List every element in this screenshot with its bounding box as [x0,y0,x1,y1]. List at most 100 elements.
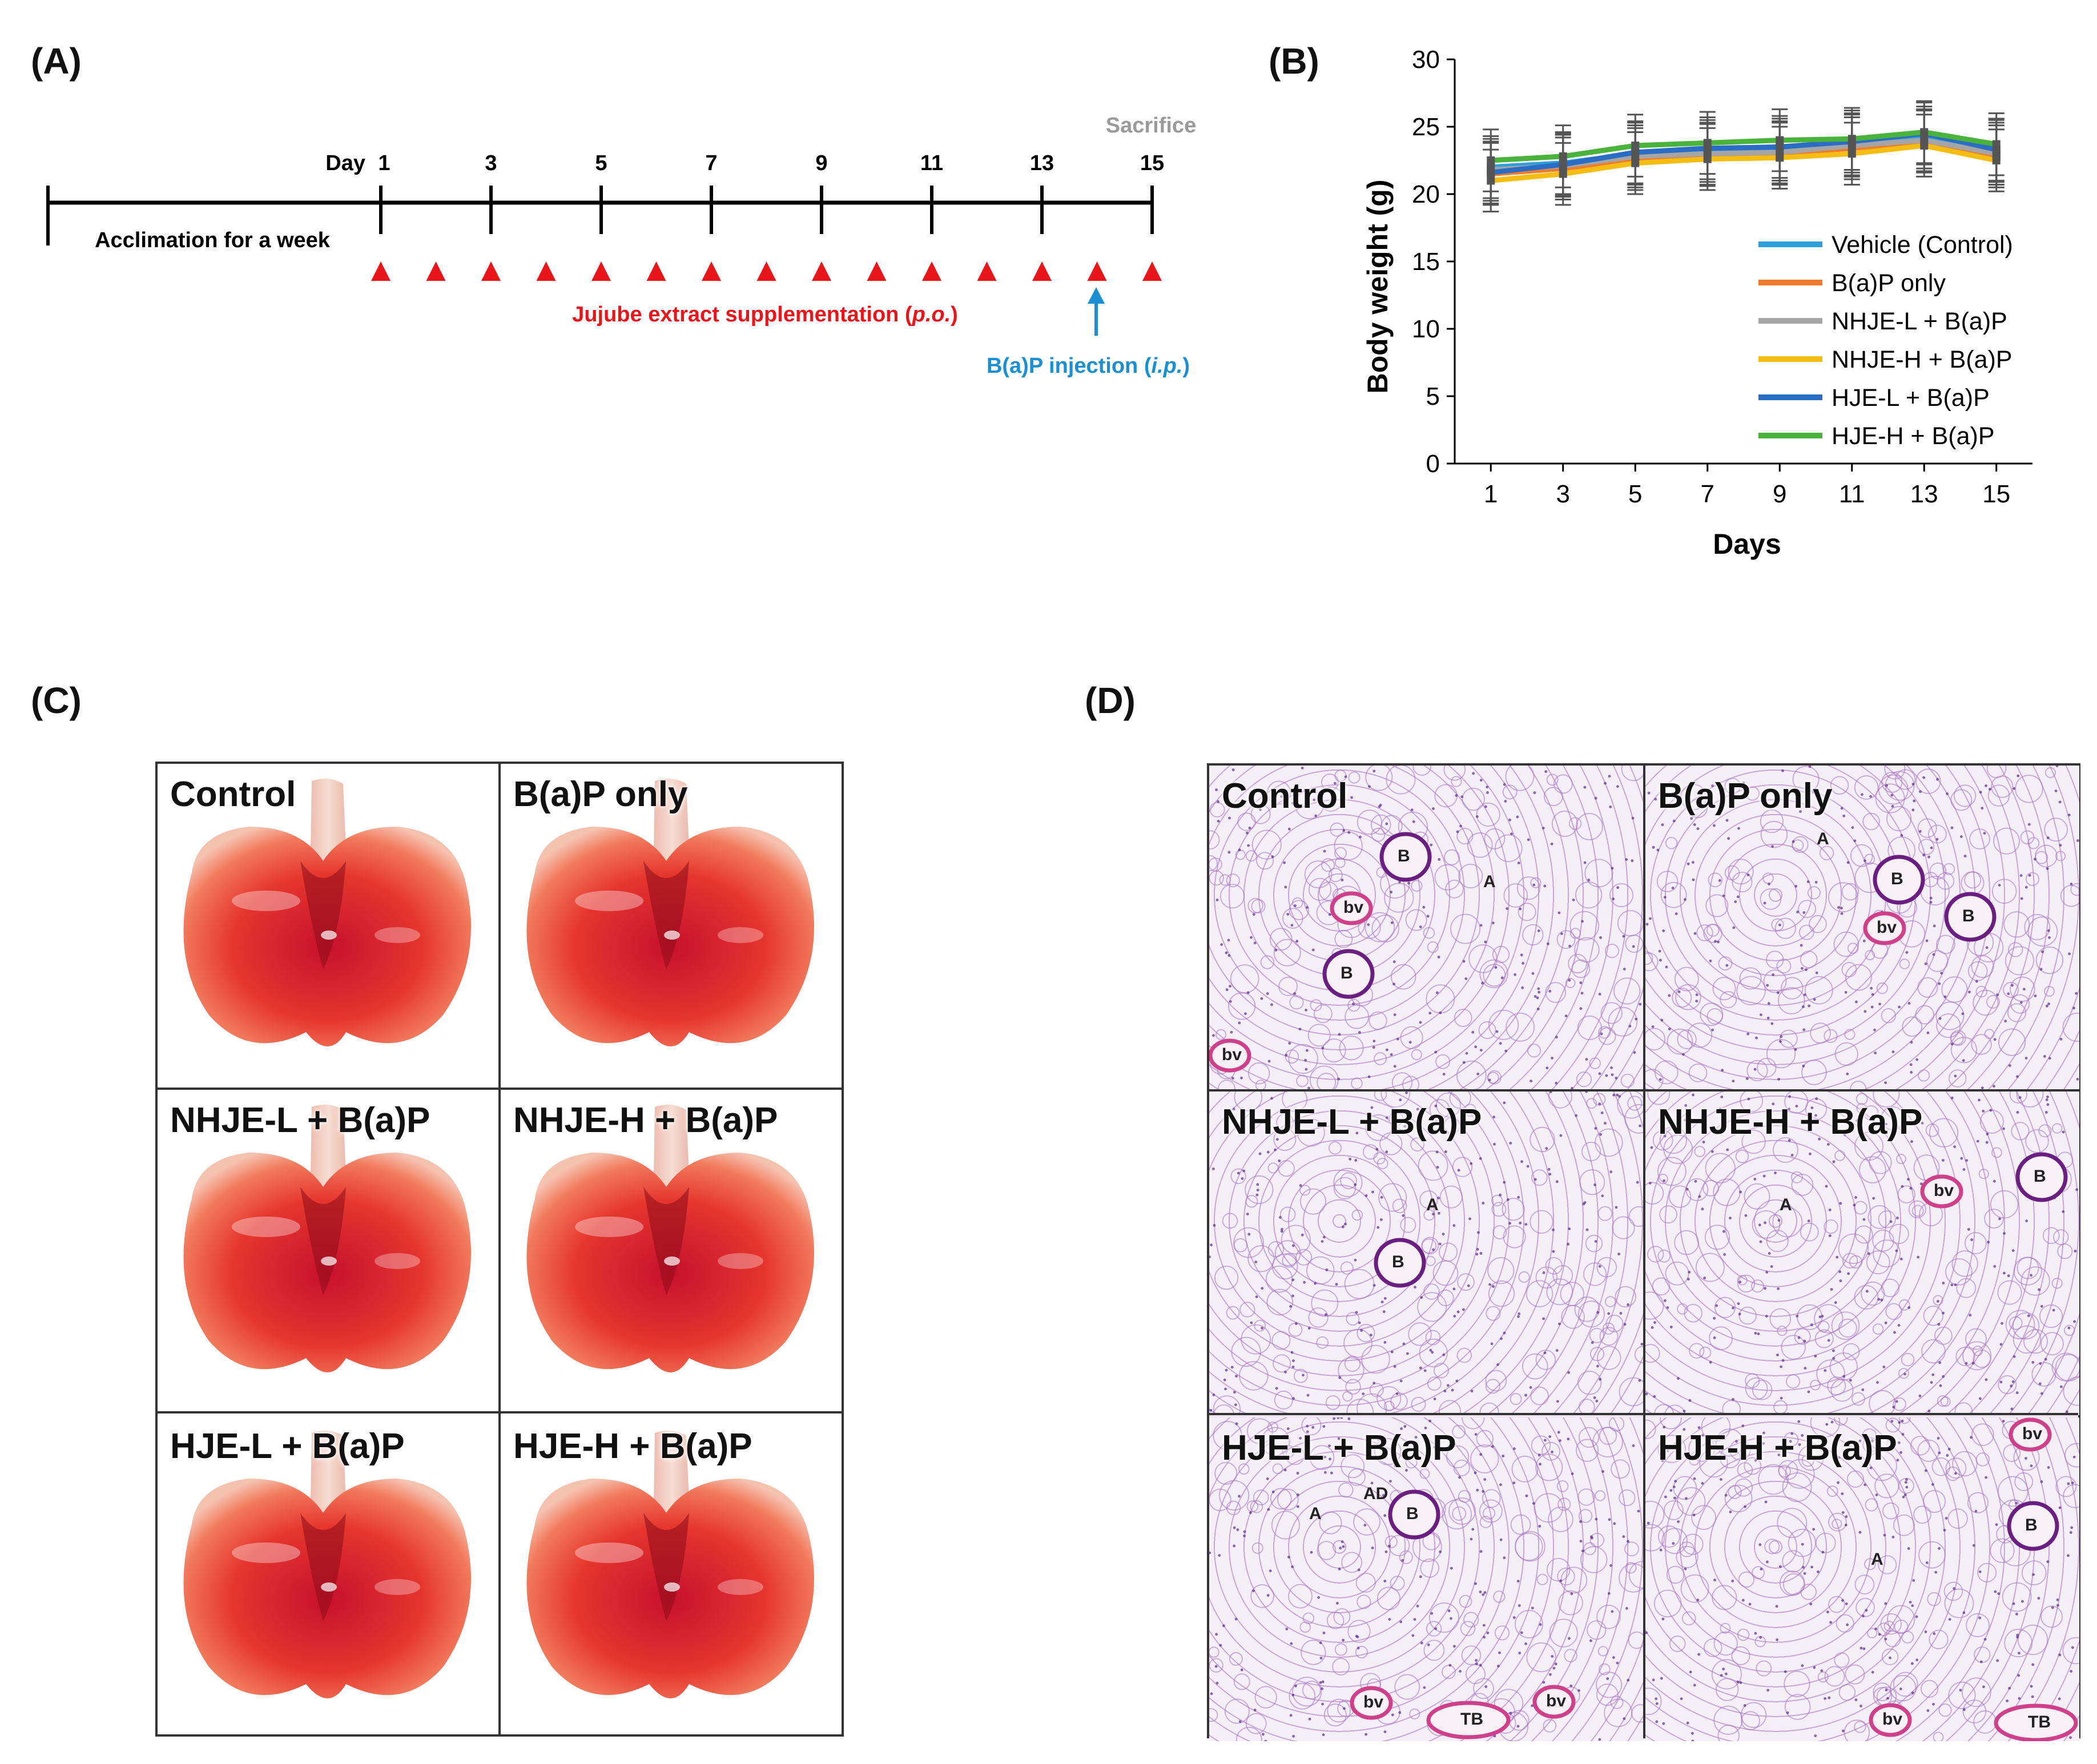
histology-mark-a: A [1426,1195,1439,1214]
lung-photo-cell: NHJE-L + B(a)P [158,1090,498,1413]
data-point [1631,148,1640,156]
histology-label: Control [1222,776,1348,816]
x-tick-label: 11 [1839,480,1865,508]
histology-mark-bv: bv [1343,898,1364,917]
supplementation-dose-marker [922,261,941,281]
histology-mark-bv: bv [1877,918,1897,937]
data-point [1631,159,1640,167]
panel-d-label: (D) [1085,680,1136,721]
series-line [1490,129,1997,163]
lung-photo-label: HJE-H + B(a)P [513,1427,752,1466]
data-point [1559,170,1567,178]
data-point [1848,135,1856,143]
histology-mark-b: B [1392,1252,1404,1271]
supplementation-dose-marker [591,261,611,281]
data-point [1776,143,1784,151]
lung-photo-label: NHJE-H + B(a)P [513,1101,778,1140]
supplementation-dose-marker [756,261,776,281]
histology-label: HJE-H + B(a)P [1658,1428,1897,1468]
legend-label: HJE-L + B(a)P [1832,384,1990,412]
data-point [1703,155,1712,163]
histology-mark-a: A [1309,1504,1322,1523]
y-axis-label: Body weight (g) [1362,180,1394,394]
histology-mark-a: A [1780,1195,1792,1214]
histology-image [1209,1417,1643,1741]
y-tick-label: 15 [1412,248,1440,276]
x-tick-label: 7 [1701,480,1714,508]
histology-mark-a: A [1817,829,1829,848]
histology-mark-b: B [1891,869,1903,888]
day-tick-label: 3 [485,151,497,175]
data-point [1992,156,2001,164]
supplementation-dose-marker [481,261,501,281]
data-point [1487,168,1495,177]
y-tick-label: 5 [1426,382,1440,410]
day-prefix-label: Day [325,151,365,175]
lung-photo-grid: Control B(a)P only [155,762,844,1737]
y-tick-label: 0 [1426,450,1440,478]
y-tick-label: 30 [1412,46,1440,74]
supplementation-text: Jujube extract supplementation [572,303,899,327]
supplementation-label: Jujube extract supplementation (p.o.) [572,303,958,327]
injection-arrow-head [1088,287,1105,304]
panel-a-label: (A) [31,41,82,82]
day-tick-label: 1 [378,151,390,175]
injection-text: B(a)P injection [987,354,1138,378]
lung-photo [183,779,471,1046]
lung-photo [526,779,814,1046]
histology-mark-ad: AD [1363,1484,1388,1503]
data-point [1487,176,1495,185]
y-tick-label: 20 [1412,180,1440,208]
histology-mark-bv: bv [1546,1691,1567,1710]
day-tick-label: 9 [815,151,827,175]
x-tick-label: 9 [1773,480,1786,508]
histology-image [1645,1417,2079,1741]
histology-image [1645,1092,2079,1415]
injection-route: i.p. [1152,354,1183,378]
day-tick-label: 5 [595,151,607,175]
grid-divider [1209,1413,2078,1415]
grid-divider [1209,1089,2078,1092]
supplementation-dose-marker [536,261,556,281]
y-tick-label: 25 [1412,113,1440,141]
histology-label: HJE-L + B(a)P [1222,1428,1456,1468]
lung-photo [183,1431,471,1698]
panel-b-label: (B) [1269,41,1319,82]
histology-mark-b: B [2034,1167,2046,1186]
histology-mark-b: B [1406,1504,1419,1523]
supplementation-dose-marker [646,261,666,281]
panel-c-label: (C) [31,680,82,721]
x-tick-label: 3 [1556,480,1570,508]
data-point [1703,139,1712,147]
lung-photo-cell: HJE-L + B(a)P [158,1416,498,1739]
supplementation-dose-marker [977,261,997,281]
x-tick-label: 5 [1628,480,1642,508]
lung-photo-cell: Control [158,764,498,1088]
data-point [1920,128,1929,136]
supplementation-dose-marker [1142,261,1162,281]
histology-mark-a: A [1871,1550,1883,1569]
histology-mark-b: B [1398,847,1410,865]
lung-photo [526,1105,814,1372]
supplementation-dose-marker [812,261,831,281]
supplementation-dose-marker [867,261,887,281]
data-point [1631,142,1640,150]
data-point [1776,154,1784,162]
histology-mark-a: A [1483,872,1496,891]
lung-photo-label: NHJE-L + B(a)P [170,1101,430,1140]
sacrifice-label: Sacrifice [1106,114,1196,138]
data-point [1920,142,1929,150]
lung-photo-cell: NHJE-H + B(a)P [501,1090,842,1413]
legend-label: NHJE-L + B(a)P [1832,308,2007,335]
histology-mark-bv: bv [1222,1045,1242,1064]
histology-mark-bv: bv [2022,1424,2043,1443]
lung-photo-label: HJE-L + B(a)P [170,1427,405,1466]
histology-mark-b: B [2025,1516,2038,1535]
histology-image [1209,766,1643,1089]
supplementation-dose-marker [1032,261,1052,281]
histology-mark-bv: bv [1363,1693,1384,1711]
grid-divider [158,1088,842,1090]
